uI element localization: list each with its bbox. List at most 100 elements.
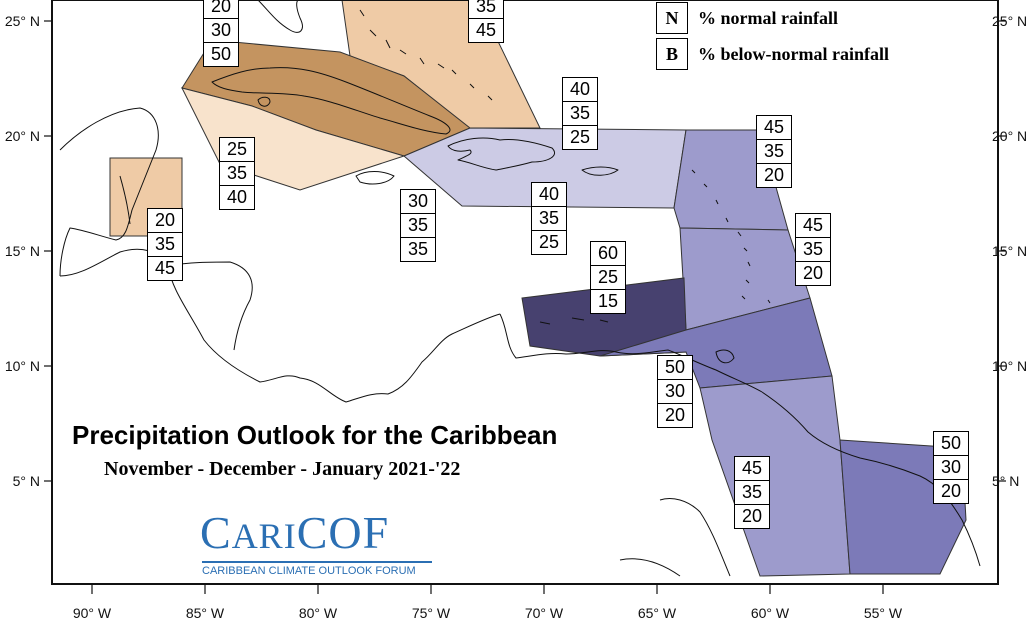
probability-value: 30 — [933, 455, 969, 480]
probability-value: 40 — [531, 182, 567, 207]
probability-value: 35 — [400, 213, 436, 238]
jamaica-coast — [355, 171, 395, 185]
yucatan-coast — [59, 107, 159, 277]
belize-coast — [119, 175, 131, 225]
logo-tagline: CARIBBEAN CLIMATE OUTLOOK FORUM — [202, 565, 416, 577]
caricof-logo: CARICOF CARIBBEAN CLIMATE OUTLOOK FORUM — [200, 510, 432, 577]
probability-value: 20 — [795, 261, 831, 286]
x-tick-label: 60° W — [751, 605, 790, 621]
central-america-coast — [59, 248, 501, 403]
region-label-cayman-jamaica: 25 35 40 — [219, 137, 255, 210]
probability-value: 30 — [657, 379, 693, 404]
hispaniola-coast — [447, 137, 555, 171]
region-label-hispaniola-south: 40 35 25 — [531, 182, 567, 255]
probability-value: 45 — [795, 213, 831, 238]
legend-label: % normal rainfall — [698, 7, 838, 28]
probability-value: 15 — [590, 289, 626, 314]
probability-value: 50 — [203, 42, 239, 67]
probability-value: 30 — [203, 18, 239, 43]
y-tick-label: 15° N — [5, 243, 40, 259]
y-tick-label: 5° N — [13, 473, 40, 489]
probability-value: 20 — [657, 403, 693, 428]
y-tick-label: 10° N — [992, 358, 1027, 374]
y-tick-label: 15° N — [992, 243, 1027, 259]
probability-value: 20 — [203, 0, 239, 19]
puerto-rico-coast — [581, 166, 619, 176]
region-label-bahamas: 35 45 — [468, 0, 504, 43]
probability-value: 35 — [468, 0, 504, 19]
region-label-cuba: 20 30 50 — [203, 0, 239, 67]
map-frame — [51, 0, 999, 585]
south-america-inland — [619, 498, 731, 577]
x-tick-label: 70° W — [525, 605, 564, 621]
probability-value: 35 — [147, 232, 183, 257]
probability-value: 25 — [531, 230, 567, 255]
zone-hispaniola-pr — [403, 127, 687, 209]
region-label-guyana: 45 35 20 — [734, 456, 770, 529]
x-axis-labels: 90° W 85° W 80° W 75° W 70° W 65° W 60° … — [73, 605, 903, 621]
coastlines — [59, 0, 981, 577]
logo-wordmark: CARICOF — [200, 507, 390, 558]
axis-ticks — [44, 20, 1006, 594]
y-tick-label: 25° N — [992, 13, 1027, 29]
probability-value: 20 — [756, 163, 792, 188]
probability-value: 35 — [756, 139, 792, 164]
probability-value: 35 — [734, 480, 770, 505]
probability-value: 35 — [219, 161, 255, 186]
florida-coast — [257, 0, 303, 33]
map-legend: N % normal rainfall B % below-normal rai… — [656, 0, 889, 72]
probability-value: 50 — [657, 355, 693, 380]
logo-divider — [202, 561, 432, 563]
legend-key: N — [656, 2, 688, 34]
legend-row-below: B % below-normal rainfall — [656, 36, 889, 72]
probability-value: 35 — [400, 237, 436, 262]
y-axis-labels-right: 25° N 20° N 15° N 10° N 5° N — [992, 13, 1027, 489]
region-label-jamaica-sea: 30 35 35 — [400, 189, 436, 262]
venezuela-coast — [499, 313, 763, 393]
probability-value: 20 — [734, 504, 770, 529]
probability-value: 45 — [468, 18, 504, 43]
y-tick-label: 5° N — [992, 473, 1019, 489]
probability-value: 20 — [933, 479, 969, 504]
region-label-abc: 60 25 15 — [590, 241, 626, 314]
region-label-suriname: 50 30 20 — [933, 431, 969, 504]
probability-value: 60 — [590, 241, 626, 266]
cuba-coast — [211, 67, 451, 135]
y-tick-label: 20° N — [992, 128, 1027, 144]
x-tick-label: 80° W — [299, 605, 338, 621]
guianas-coast — [761, 391, 981, 567]
probability-value: 20 — [147, 208, 183, 233]
probability-value: 40 — [562, 77, 598, 102]
probability-value: 25 — [590, 265, 626, 290]
y-tick-label: 10° N — [5, 358, 40, 374]
y-axis-labels-left: 25° N 20° N 15° N 10° N 5° N — [5, 13, 40, 489]
probability-value: 25 — [562, 125, 598, 150]
x-tick-label: 55° W — [864, 605, 903, 621]
x-tick-label: 65° W — [638, 605, 677, 621]
probability-value: 30 — [400, 189, 436, 214]
probability-value: 50 — [933, 431, 969, 456]
bahamas-islands — [359, 9, 493, 101]
forecast-zones — [109, 0, 967, 577]
probability-value: 35 — [531, 206, 567, 231]
probability-value: 45 — [147, 256, 183, 281]
region-label-hispaniola-pr: 40 35 25 — [562, 77, 598, 150]
central-america-east — [167, 261, 253, 351]
legend-label: % below-normal rainfall — [698, 43, 889, 64]
abc-islands-coast — [539, 317, 609, 325]
probability-value: 35 — [795, 237, 831, 262]
probability-value: 25 — [219, 137, 255, 162]
trinidad-coast — [715, 349, 735, 364]
x-tick-label: 90° W — [73, 605, 112, 621]
probability-value: 45 — [756, 115, 792, 140]
legend-key: B — [656, 38, 688, 70]
x-tick-label: 75° W — [412, 605, 451, 621]
probability-value: 35 — [562, 101, 598, 126]
region-label-trinidad: 50 30 20 — [657, 355, 693, 428]
y-tick-label: 25° N — [5, 13, 40, 29]
isle-of-youth — [257, 96, 271, 107]
probability-value: 40 — [219, 185, 255, 210]
region-label-windward: 45 35 20 — [795, 213, 831, 286]
region-label-belize: 20 35 45 — [147, 208, 183, 281]
